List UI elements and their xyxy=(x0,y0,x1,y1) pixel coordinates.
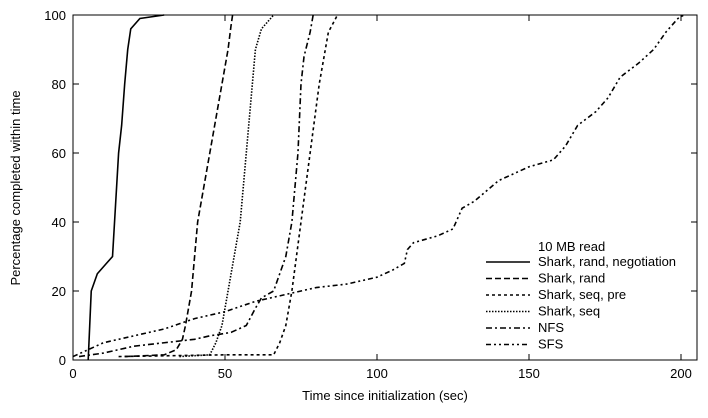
legend: 10 MB read Shark, rand, negotiation Shark… xyxy=(486,239,676,352)
y-tick-label: 0 xyxy=(59,353,66,368)
legend-label: Shark, rand, negotiation xyxy=(538,254,676,269)
legend-label: SFS xyxy=(538,337,564,352)
series-line-shark-rand xyxy=(124,14,234,358)
series-line-nfs xyxy=(78,14,314,358)
series-line-shark-seq xyxy=(179,14,275,358)
legend-label: Shark, rand xyxy=(538,271,605,286)
x-tick-label: 50 xyxy=(218,366,232,381)
legend-title: 10 MB read xyxy=(538,239,605,254)
legend-label: NFS xyxy=(538,320,564,335)
y-tick-label: 60 xyxy=(52,146,66,161)
y-tick-label: 20 xyxy=(52,284,66,299)
series-line-shark-rand-negotiation xyxy=(87,14,165,361)
x-tick-label: 150 xyxy=(518,366,540,381)
y-tick-label: 40 xyxy=(52,215,66,230)
x-tick-label: 0 xyxy=(69,366,76,381)
series-line-sfs xyxy=(72,14,685,358)
x-tick-label: 100 xyxy=(366,366,388,381)
plot-frame xyxy=(72,14,698,361)
x-tick-label: 200 xyxy=(670,366,692,381)
x-axis-label: Time since initialization (sec) xyxy=(302,388,468,403)
y-tick-label: 100 xyxy=(44,8,66,23)
series-line-shark-seq-pre xyxy=(118,14,339,358)
legend-label: Shark, seq, pre xyxy=(538,287,626,302)
legend-label: Shark, seq xyxy=(538,304,600,319)
y-tick-label: 80 xyxy=(52,77,66,92)
y-axis-label: Percentage completed within time xyxy=(8,90,23,285)
